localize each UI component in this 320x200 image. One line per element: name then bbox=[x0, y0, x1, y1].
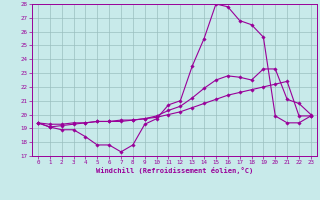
X-axis label: Windchill (Refroidissement éolien,°C): Windchill (Refroidissement éolien,°C) bbox=[96, 167, 253, 174]
